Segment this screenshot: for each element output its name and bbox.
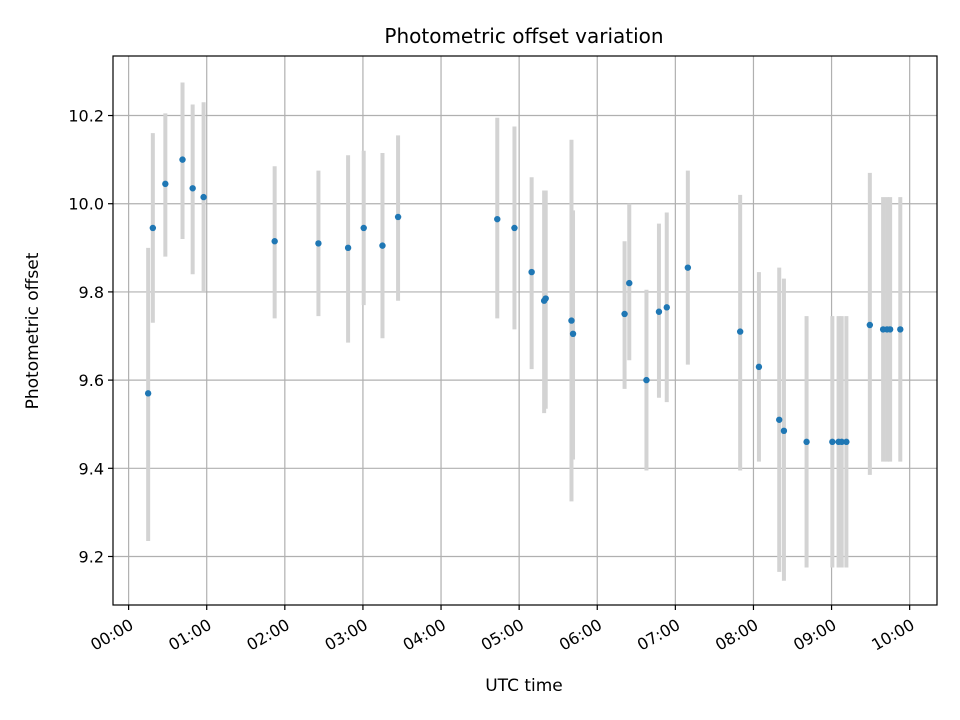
y-tick-label: 10.2 <box>68 107 104 126</box>
data-point <box>149 224 157 232</box>
data-point <box>621 310 628 318</box>
grid-layer <box>113 56 937 605</box>
x-tick-label: 06:00 <box>556 615 605 655</box>
chart-title: Photometric offset variation <box>384 24 663 48</box>
y-tick-label: 9.8 <box>79 283 104 302</box>
data-point <box>736 328 744 335</box>
y-tick-label: 9.4 <box>79 459 104 478</box>
x-tick-label: 01:00 <box>165 615 214 655</box>
data-point <box>838 438 845 446</box>
data-point <box>179 156 186 163</box>
data-point <box>663 304 670 311</box>
data-point <box>344 244 352 252</box>
data-point <box>528 268 535 276</box>
x-axis-label: UTC time <box>485 676 563 696</box>
data-point <box>271 238 278 245</box>
point-layer <box>144 156 904 446</box>
data-point <box>568 317 575 324</box>
data-point <box>655 308 663 315</box>
data-point <box>189 185 196 192</box>
x-tick-label: 00:00 <box>87 615 136 655</box>
data-point <box>626 279 633 287</box>
data-point <box>542 295 549 302</box>
x-tick-label: 07:00 <box>634 615 683 655</box>
data-point <box>200 193 207 201</box>
y-tick-label: 10.0 <box>68 195 104 214</box>
data-point <box>569 330 577 338</box>
data-point <box>803 438 810 446</box>
data-point <box>379 242 386 249</box>
y-tick-label: 9.6 <box>79 371 104 390</box>
x-tick-label: 05:00 <box>478 615 527 655</box>
data-point <box>643 376 650 384</box>
data-point <box>494 215 501 223</box>
data-point <box>776 416 783 423</box>
data-point <box>360 224 367 232</box>
data-point <box>315 240 322 247</box>
y-axis-label: Photometric offset <box>23 252 43 409</box>
errorbar-layer <box>146 82 903 581</box>
data-point <box>780 427 788 435</box>
x-tick-label: 10:00 <box>868 615 917 655</box>
data-point <box>886 326 894 333</box>
x-tick-label: 02:00 <box>243 615 292 655</box>
x-tick-label: 08:00 <box>712 615 761 655</box>
data-point <box>144 390 152 397</box>
x-tick-label: 04:00 <box>400 615 449 655</box>
data-point <box>866 321 874 329</box>
data-point <box>162 180 169 188</box>
plot-frame <box>112 55 938 606</box>
data-point <box>829 438 836 446</box>
data-point <box>511 224 518 232</box>
x-tick-label: 03:00 <box>322 615 371 655</box>
data-point <box>843 438 850 446</box>
data-point <box>684 264 692 271</box>
data-point <box>755 363 763 371</box>
data-point <box>394 213 402 221</box>
y-tick-label: 9.2 <box>79 547 104 566</box>
data-point <box>897 326 904 333</box>
x-tick-label: 09:00 <box>790 615 839 655</box>
